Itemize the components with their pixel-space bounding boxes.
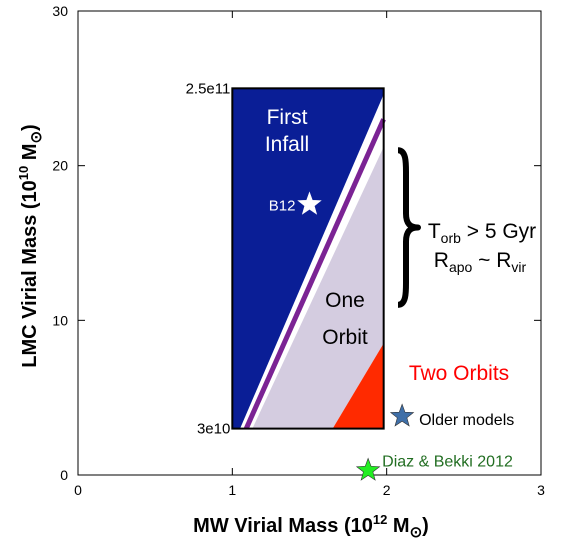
sun-symbol: ⊙ [410,524,423,541]
point-star-b12 [297,191,322,215]
x-axis-title: MW Virial Mass (1012 M⊙) [193,512,429,541]
x-tick-label: 2 [383,482,391,498]
two-orbits-label: Two Orbits [409,362,509,385]
mass-box-outline [231,87,385,430]
point-label-diaz-bekki-2012: Diaz & Bekki 2012 [382,453,513,470]
point-star-diaz-bekki-2012 [355,457,381,481]
y-axis-title: LMC Virial Mass (1010 M⊙) [16,124,45,367]
sun-symbol-y: ⊙ [28,131,45,144]
box-bottom-label: 3e10 [197,421,230,438]
orbit-boundary-line [243,118,386,430]
parameter-regions [232,88,384,429]
axes-frame [77,10,542,476]
apocenter-text: Rapo ~ Rvir [434,249,527,275]
region-labels: First Infall One Orbit Two Orbits [265,106,509,385]
model-points: B12 Older models Diaz & Bekki 2012 [269,191,514,481]
point-star-older-models [389,403,415,427]
curly-bracket [397,147,421,308]
x-tick-label: 1 [228,482,236,498]
orbit-annotation: Torb > 5 Gyr Rapo ~ Rvir [397,147,536,308]
x-tick-label: 0 [74,482,82,498]
orbit-period-text: Torb > 5 Gyr [428,220,536,246]
first-infall-label: First Infall [265,106,309,156]
y-tick-label: 10 [52,312,68,328]
one-orbit-label: One Orbit [322,289,368,349]
region-two-orbits [332,343,384,429]
y-tick-label: 20 [52,158,68,174]
box-top-label: 2.5e11 [186,80,231,97]
x-tick-label: 3 [537,482,545,498]
mass-range-box: 2.5e11 3e10 [186,80,385,438]
boundary-lines [243,118,386,430]
region-one-orbit [252,147,384,429]
point-label-older-models: Older models [419,412,514,429]
y-tick-label: 0 [60,467,68,483]
y-tick-label: 30 [52,3,68,19]
point-label-b12: B12 [269,197,296,214]
region-first-infall [232,88,384,429]
plot-frame [77,10,542,476]
